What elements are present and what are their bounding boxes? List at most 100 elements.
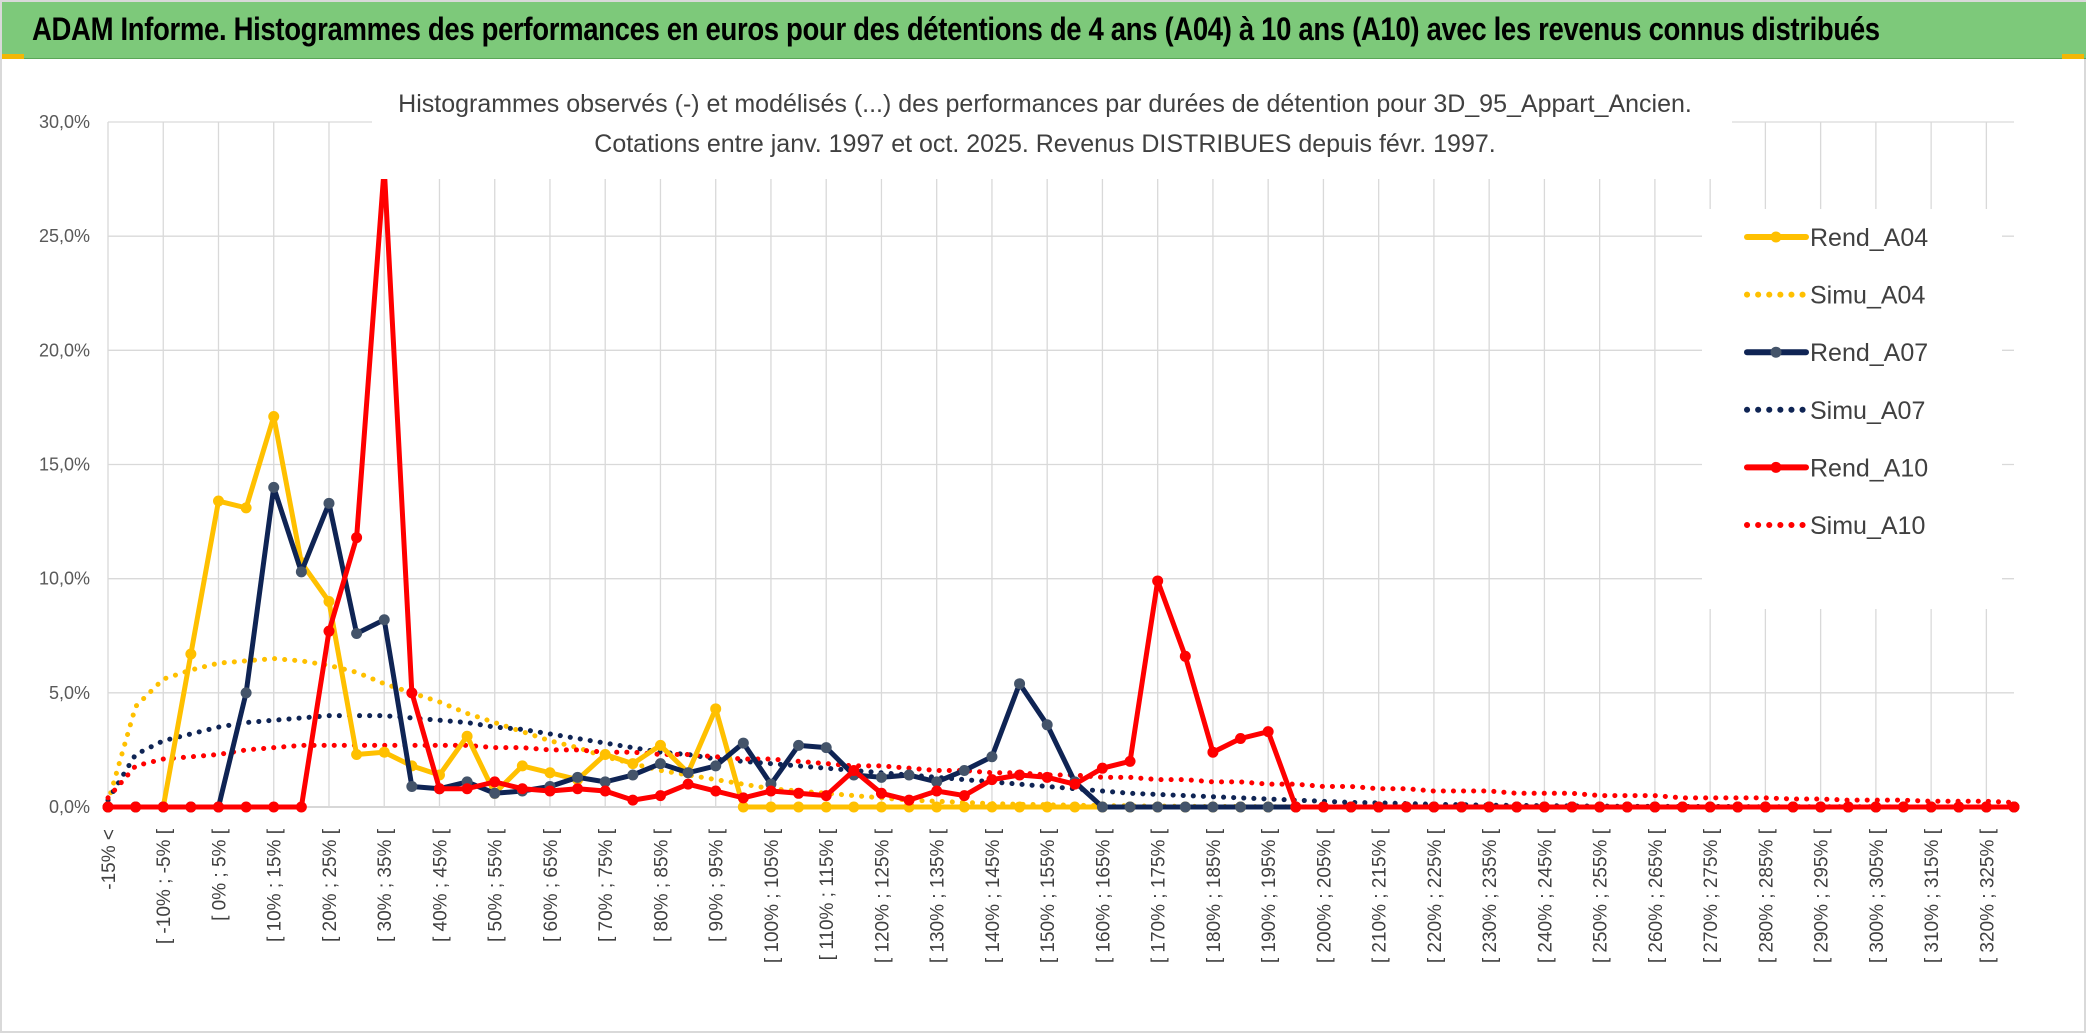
x-tick-label: [ 150% ; 155% [ xyxy=(1038,828,1059,963)
data-point-Rend_A10 xyxy=(1456,801,1468,813)
data-point-Rend_A07 xyxy=(958,764,970,776)
x-tick-label: [ 70% ; 75% [ xyxy=(596,828,617,942)
data-point-Rend_A10 xyxy=(130,801,142,813)
chart-subtitle: Cotations entre janv. 1997 et oct. 2025.… xyxy=(594,130,1495,158)
data-point-Rend_A07 xyxy=(1041,719,1053,731)
data-point-Rend_A10 xyxy=(931,785,943,797)
data-point-Rend_A04 xyxy=(599,748,611,760)
data-point-Rend_A10 xyxy=(1124,755,1136,767)
data-point-Rend_A10 xyxy=(903,794,915,806)
accent-left xyxy=(2,54,24,59)
data-point-Rend_A07 xyxy=(986,751,998,763)
x-tick-label: [ 230% ; 235% [ xyxy=(1480,828,1501,963)
data-point-Rend_A07 xyxy=(599,776,611,788)
data-point-Rend_A04 xyxy=(1014,801,1026,813)
data-point-Rend_A10 xyxy=(793,787,805,799)
data-point-Rend_A07 xyxy=(793,739,805,751)
y-tick-label: 20,0% xyxy=(39,340,90,360)
data-point-Rend_A10 xyxy=(1400,801,1412,813)
data-point-Rend_A07 xyxy=(1096,801,1108,813)
data-point-Rend_A07 xyxy=(1124,801,1136,813)
data-point-Rend_A07 xyxy=(627,769,639,781)
data-point-Rend_A07 xyxy=(820,742,832,754)
data-point-Rend_A10 xyxy=(1235,733,1247,744)
data-point-Rend_A10 xyxy=(1621,801,1633,813)
data-point-Rend_A07 xyxy=(1014,678,1026,690)
x-tick-label: [ 200% ; 205% [ xyxy=(1314,828,1335,963)
legend-label-Simu_A07: Simu_A07 xyxy=(1810,397,1925,425)
data-point-Rend_A10 xyxy=(240,801,252,813)
data-point-Rend_A04 xyxy=(212,495,224,507)
legend-marker-Rend_A07 xyxy=(1770,346,1782,358)
data-point-Rend_A10 xyxy=(1870,801,1882,813)
data-point-Rend_A10 xyxy=(737,792,749,804)
data-point-Rend_A10 xyxy=(295,801,307,813)
data-point-Rend_A07 xyxy=(903,769,915,781)
x-tick-label: [ 180% ; 185% [ xyxy=(1204,828,1225,963)
x-tick-label: [ 280% ; 285% [ xyxy=(1756,828,1777,963)
data-point-Rend_A10 xyxy=(516,783,528,795)
data-point-Rend_A10 xyxy=(1594,801,1606,813)
y-tick-label: 0,0% xyxy=(49,797,90,817)
data-point-Rend_A10 xyxy=(1898,801,1910,813)
x-tick-label: [ 210% ; 215% [ xyxy=(1370,828,1391,963)
data-point-Rend_A04 xyxy=(1069,801,1081,813)
data-point-Rend_A10 xyxy=(1345,801,1357,813)
legend-marker-Rend_A10 xyxy=(1770,461,1782,473)
data-point-Rend_A04 xyxy=(710,703,722,715)
data-point-Rend_A10 xyxy=(848,764,860,776)
data-point-Rend_A10 xyxy=(1980,801,1992,813)
report-banner: ADAM Informe. Histogrammes des performan… xyxy=(2,2,2086,59)
x-tick-label: [ 240% ; 245% [ xyxy=(1535,828,1556,963)
data-point-Rend_A10 xyxy=(1815,801,1827,813)
data-point-Rend_A10 xyxy=(1207,746,1219,758)
data-point-Rend_A04 xyxy=(958,801,970,813)
data-point-Rend_A07 xyxy=(489,787,501,799)
data-point-Rend_A04 xyxy=(378,746,390,758)
data-point-Rend_A04 xyxy=(986,801,998,813)
data-point-Rend_A04 xyxy=(765,801,777,813)
x-tick-label: -15% < xyxy=(99,829,120,890)
data-point-Rend_A10 xyxy=(1759,801,1771,813)
x-tick-label: [ 60% ; 65% [ xyxy=(541,828,562,942)
data-point-Rend_A07 xyxy=(737,737,749,749)
legend-label-Rend_A07: Rend_A07 xyxy=(1810,339,1928,367)
x-tick-label: [ 250% ; 255% [ xyxy=(1591,828,1612,963)
x-tick-label: [ 80% ; 85% [ xyxy=(651,828,672,942)
y-tick-label: 5,0% xyxy=(49,683,90,703)
y-tick-label: 30,0% xyxy=(39,112,90,132)
data-point-Rend_A10 xyxy=(682,778,694,790)
data-point-Rend_A10 xyxy=(406,687,418,699)
chart-series xyxy=(102,162,2020,813)
legend-label-Simu_A10: Simu_A10 xyxy=(1810,512,1925,540)
data-point-Rend_A10 xyxy=(268,801,280,813)
data-point-Rend_A10 xyxy=(958,790,970,802)
data-point-Rend_A10 xyxy=(599,785,611,797)
x-tick-label: [ 20% ; 25% [ xyxy=(320,828,341,942)
data-point-Rend_A04 xyxy=(654,739,666,751)
data-point-Rend_A10 xyxy=(1925,801,1937,813)
data-point-Rend_A10 xyxy=(1787,801,1799,813)
data-point-Rend_A10 xyxy=(1069,778,1081,790)
x-tick-label: [ 190% ; 195% [ xyxy=(1259,828,1280,963)
x-tick-label: [ 130% ; 135% [ xyxy=(928,828,949,963)
data-point-Rend_A10 xyxy=(1317,801,1329,813)
data-point-Rend_A10 xyxy=(185,801,197,813)
data-point-Rend_A10 xyxy=(1014,769,1026,781)
data-point-Rend_A10 xyxy=(710,785,722,797)
data-point-Rend_A10 xyxy=(212,801,224,813)
data-point-Rend_A04 xyxy=(848,801,860,813)
y-tick-label: 15,0% xyxy=(39,455,90,475)
legend-label-Rend_A04: Rend_A04 xyxy=(1810,224,1928,252)
series-line-Rend_A10 xyxy=(105,165,2017,810)
data-point-Rend_A07 xyxy=(240,687,252,699)
x-tick-label: [ 160% ; 165% [ xyxy=(1093,828,1114,963)
x-tick-label: [ 90% ; 95% [ xyxy=(707,828,728,942)
data-point-Rend_A10 xyxy=(1428,801,1440,813)
chart-title: Histogrammes observés (-) et modélisés (… xyxy=(398,90,1692,118)
legend-background xyxy=(1702,209,2002,609)
series-line-Simu_A07 xyxy=(105,713,2017,810)
data-point-Rend_A04 xyxy=(516,760,528,772)
x-tick-label: [ 310% ; 315% [ xyxy=(1922,828,1943,963)
data-point-Rend_A04 xyxy=(461,730,473,742)
